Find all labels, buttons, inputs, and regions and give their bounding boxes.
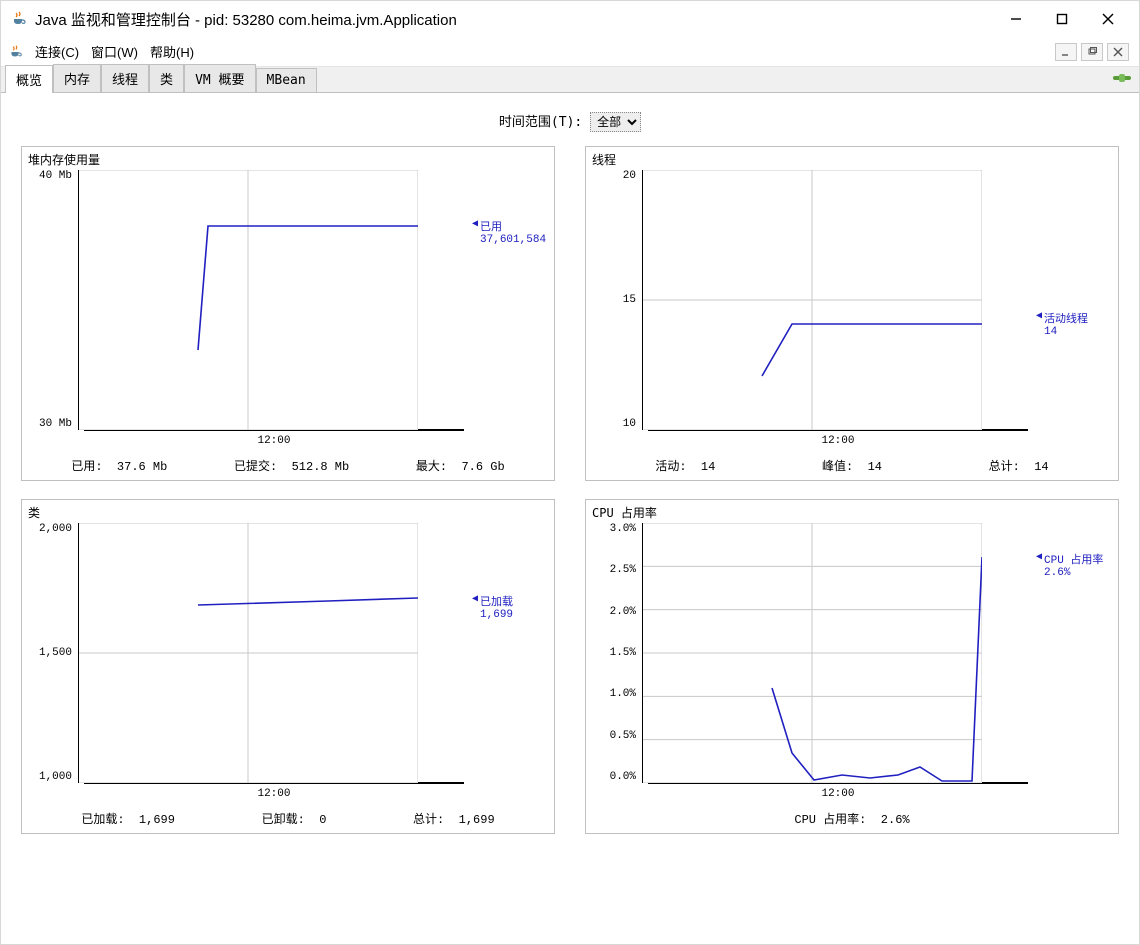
- heap-chart-title: 堆内存使用量: [28, 151, 548, 168]
- mdi-controls: [1055, 43, 1133, 61]
- time-range-row: 时间范围(T): 全部: [21, 111, 1119, 132]
- heap-legend: ◀ 已用37,601,584: [468, 170, 548, 430]
- tabbar: 概览 内存 线程 类 VM 概要 MBean: [1, 67, 1139, 93]
- classes-footer: 已加载: 1,699 已卸载: 0 总计: 1,699: [28, 810, 548, 827]
- titlebar: Java 监视和管理控制台 - pid: 53280 com.heima.jvm…: [1, 1, 1139, 37]
- cpu-chart-title: CPU 占用率: [592, 504, 1112, 521]
- menu-connect[interactable]: 连接(C): [29, 39, 85, 64]
- window-title: Java 监视和管理控制台 - pid: 53280 com.heima.jvm…: [35, 9, 993, 30]
- menubar: 连接(C) 窗口(W) 帮助(H): [1, 37, 1139, 67]
- cpu-chart-panel: CPU 占用率 3.0%2.5%2.0%1.5%1.0%0.5%0.0% ◀ C…: [585, 499, 1119, 834]
- threads-xaxis: 12:00: [648, 429, 1028, 447]
- close-button[interactable]: [1085, 4, 1131, 34]
- java-icon: [9, 10, 27, 28]
- threads-footer: 活动: 14 峰值: 14 总计: 14: [592, 457, 1112, 474]
- cpu-footer: CPU 占用率: 2.6%: [592, 810, 1112, 827]
- heap-plot: [78, 170, 468, 430]
- classes-chart-title: 类: [28, 504, 548, 521]
- tab-mbean[interactable]: MBean: [256, 68, 317, 92]
- menu-help[interactable]: 帮助(H): [144, 39, 200, 64]
- cpu-plot: [642, 523, 1032, 783]
- cpu-xaxis: 12:00: [648, 782, 1028, 800]
- minimize-button[interactable]: [993, 4, 1039, 34]
- charts-grid: 堆内存使用量 40 Mb30 Mb ◀ 已用37,601,584 12:00 已…: [21, 146, 1119, 834]
- heap-footer: 已用: 37.6 Mb 已提交: 512.8 Mb 最大: 7.6 Gb: [28, 457, 548, 474]
- mdi-restore-button[interactable]: [1081, 43, 1103, 61]
- threads-chart-title: 线程: [592, 151, 1112, 168]
- heap-yaxis: 40 Mb30 Mb: [28, 170, 78, 430]
- heap-xaxis: 12:00: [84, 429, 464, 447]
- threads-legend: ◀ 活动线程14: [1032, 170, 1112, 430]
- maximize-button[interactable]: [1039, 4, 1085, 34]
- tab-memory[interactable]: 内存: [53, 64, 101, 92]
- time-range-select[interactable]: 全部: [590, 112, 641, 132]
- threads-chart-panel: 线程 201510 ◀ 活动线程14 12:00 活动: 14 峰值: 14 总…: [585, 146, 1119, 481]
- connection-status-icon: [1113, 71, 1131, 85]
- mdi-close-button[interactable]: [1107, 43, 1129, 61]
- classes-chart-panel: 类 2,0001,5001,000 ◀ 已加载1,699 12:00 已加载: …: [21, 499, 555, 834]
- content-area: 时间范围(T): 全部 堆内存使用量 40 Mb30 Mb ◀ 已用37,601…: [1, 93, 1139, 844]
- classes-plot: [78, 523, 468, 783]
- tab-classes[interactable]: 类: [149, 64, 184, 92]
- mdi-minimize-button[interactable]: [1055, 43, 1077, 61]
- classes-yaxis: 2,0001,5001,000: [28, 523, 78, 783]
- cpu-yaxis: 3.0%2.5%2.0%1.5%1.0%0.5%0.0%: [592, 523, 642, 783]
- time-range-label: 时间范围(T):: [499, 115, 582, 130]
- tab-vm-summary[interactable]: VM 概要: [184, 64, 255, 92]
- cpu-legend: ◀ CPU 占用率2.6%: [1032, 523, 1112, 783]
- java-icon-small: [7, 44, 23, 60]
- window-controls: [993, 4, 1131, 34]
- menu-window[interactable]: 窗口(W): [85, 39, 144, 64]
- classes-xaxis: 12:00: [84, 782, 464, 800]
- classes-legend: ◀ 已加载1,699: [468, 523, 548, 783]
- tab-threads[interactable]: 线程: [101, 64, 149, 92]
- threads-yaxis: 201510: [592, 170, 642, 430]
- heap-chart-panel: 堆内存使用量 40 Mb30 Mb ◀ 已用37,601,584 12:00 已…: [21, 146, 555, 481]
- threads-plot: [642, 170, 1032, 430]
- tab-overview[interactable]: 概览: [5, 65, 53, 93]
